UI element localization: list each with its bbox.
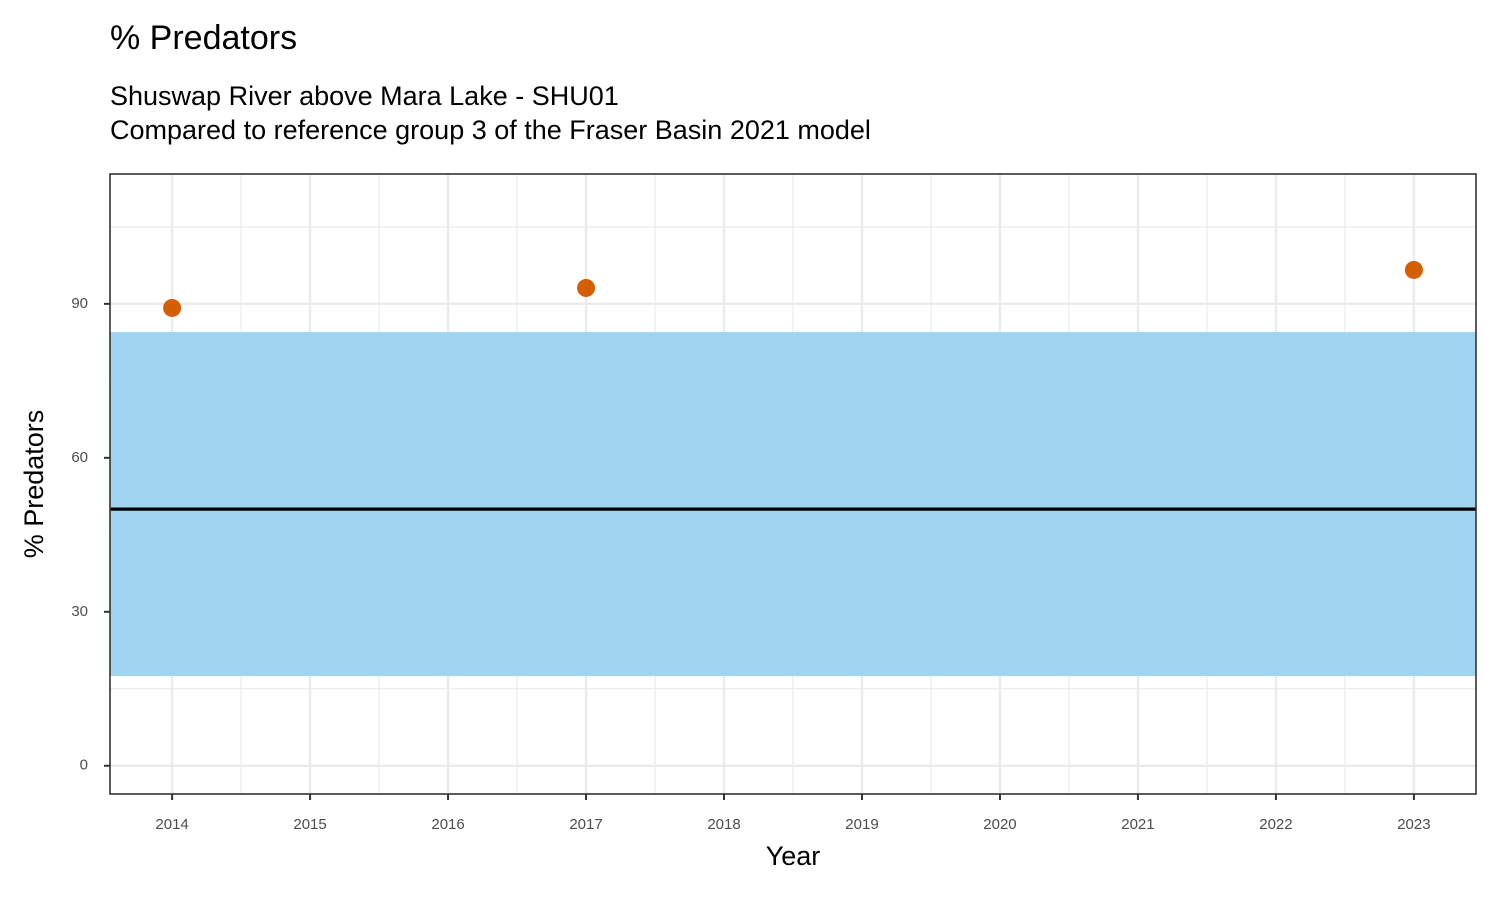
x-tick-label: 2020 xyxy=(983,816,1016,833)
y-tick-label: 90 xyxy=(71,295,88,312)
y-tick-label: 0 xyxy=(80,757,88,774)
point xyxy=(1404,260,1423,279)
x-tick-label: 2015 xyxy=(293,816,326,833)
chart-subtitle: Shuswap River above Mara Lake - SHU01 xyxy=(110,81,619,111)
x-tick-label: 2023 xyxy=(1397,816,1430,833)
x-tick-label: 2016 xyxy=(431,816,464,833)
point xyxy=(577,278,596,297)
x-tick-label: 2022 xyxy=(1259,816,1292,833)
chart-title: % Predators xyxy=(110,19,297,57)
chart-subtitle: Compared to reference group 3 of the Fra… xyxy=(110,115,871,145)
y-axis-label: % Predators xyxy=(19,410,49,559)
plot-border xyxy=(109,173,1477,795)
x-tick-label: 2019 xyxy=(845,816,878,833)
point xyxy=(163,298,182,317)
x-tick-label: 2014 xyxy=(155,816,188,833)
reference-band xyxy=(110,332,1476,676)
x-axis-label: Year xyxy=(766,841,821,871)
x-tick-label: 2018 xyxy=(707,816,740,833)
x-tick-label: 2021 xyxy=(1121,816,1154,833)
y-tick-label: 30 xyxy=(71,603,88,620)
x-tick-label: 2017 xyxy=(569,816,602,833)
y-tick-label: 60 xyxy=(71,449,88,466)
